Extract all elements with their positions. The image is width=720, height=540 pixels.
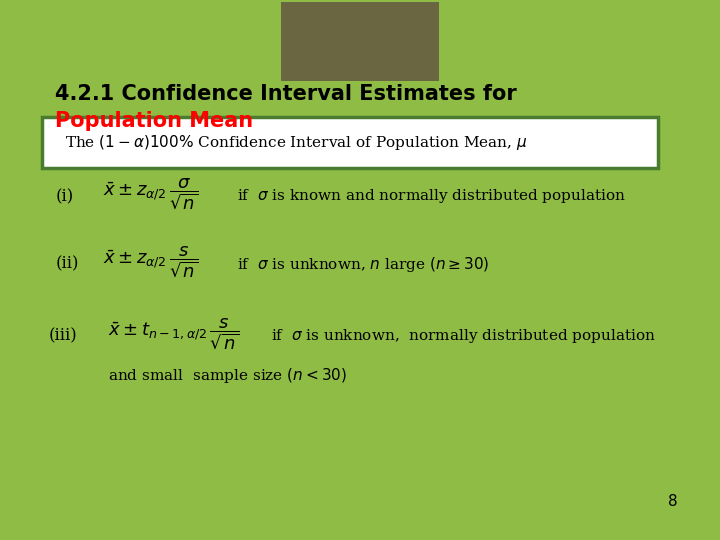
Text: (ii): (ii) xyxy=(55,255,78,273)
Text: (iii): (iii) xyxy=(49,327,78,344)
Text: if  $\sigma$ is unknown,  normally distributed population: if $\sigma$ is unknown, normally distrib… xyxy=(271,327,655,345)
Text: $\bar{x} \pm z_{\alpha/2}\,\dfrac{s}{\sqrt{n}}$: $\bar{x} \pm z_{\alpha/2}\,\dfrac{s}{\sq… xyxy=(103,244,199,279)
Text: $\bar{x} \pm z_{\alpha/2}\,\dfrac{\sigma}{\sqrt{n}}$: $\bar{x} \pm z_{\alpha/2}\,\dfrac{\sigma… xyxy=(103,177,199,212)
Text: The $(1-\alpha)100\%$ Confidence Interval of Population Mean, $\mu$: The $(1-\alpha)100\%$ Confidence Interva… xyxy=(66,133,528,152)
Text: Population Mean: Population Mean xyxy=(55,111,253,131)
FancyBboxPatch shape xyxy=(281,2,439,81)
Text: $\bar{x} \pm t_{n-1,\alpha/2}\,\dfrac{s}{\sqrt{n}}$: $\bar{x} \pm t_{n-1,\alpha/2}\,\dfrac{s}… xyxy=(108,315,240,350)
Text: and small  sample size $(n < 30)$: and small sample size $(n < 30)$ xyxy=(108,366,348,385)
Text: if  $\sigma$ is unknown, $n$ large $(n \geq 30)$: if $\sigma$ is unknown, $n$ large $(n \g… xyxy=(238,254,490,274)
Text: 8: 8 xyxy=(668,495,678,509)
Text: 4.2.1 Confidence Interval Estimates for: 4.2.1 Confidence Interval Estimates for xyxy=(55,84,517,104)
FancyBboxPatch shape xyxy=(42,118,658,168)
Text: if  $\sigma$ is known and normally distributed population: if $\sigma$ is known and normally distri… xyxy=(238,187,626,206)
Text: (i): (i) xyxy=(55,188,73,205)
